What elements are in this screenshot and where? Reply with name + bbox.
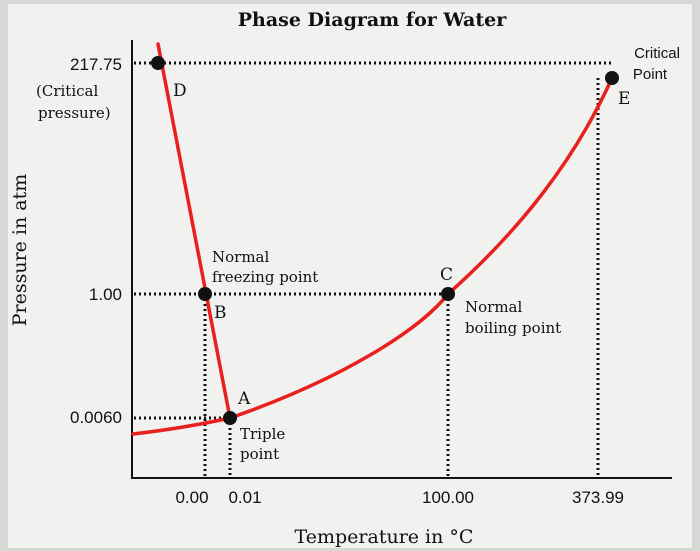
reference-lines bbox=[134, 61, 612, 478]
point-marker-a bbox=[223, 411, 237, 425]
critical-point-annotation: Critical Point bbox=[633, 45, 680, 83]
point-markers bbox=[151, 56, 619, 425]
point-label-a: A bbox=[237, 389, 251, 409]
x-tick-labels: 0.00 0.01 100.00 373.99 bbox=[175, 488, 624, 507]
critical-pressure-note: (Critical pressure) bbox=[36, 82, 111, 122]
melting-curve bbox=[156, 42, 232, 420]
y-tick-label: 0.0060 bbox=[70, 408, 122, 427]
y-tick-label: 1.00 bbox=[89, 285, 122, 304]
point-letters: D B A C E bbox=[173, 81, 630, 409]
point-marker-e bbox=[605, 71, 619, 85]
annotation-critical-line: Point bbox=[633, 66, 668, 83]
annotation-boiling-line: boiling point bbox=[465, 319, 561, 337]
annotation-freezing-line: Normal bbox=[212, 248, 269, 266]
point-label-d: D bbox=[173, 81, 187, 101]
point-annotations: Normal freezing point Triple point Norma… bbox=[212, 248, 561, 463]
point-marker-d bbox=[151, 56, 165, 70]
x-tick-label: 100.00 bbox=[422, 488, 474, 507]
annotation-critical-line: Critical bbox=[634, 45, 680, 62]
annotation-triple-line: point bbox=[240, 445, 279, 463]
critical-pressure-note-line: (Critical bbox=[36, 82, 98, 100]
y-axis-title: Pressure in atm bbox=[9, 174, 31, 327]
point-marker-b bbox=[198, 287, 212, 301]
y-tick-labels: 217.75 1.00 0.0060 bbox=[70, 55, 122, 427]
point-label-b: B bbox=[214, 303, 227, 323]
annotation-boiling-line: Normal bbox=[465, 298, 522, 316]
point-label-c: C bbox=[440, 265, 453, 285]
sublimation-curve bbox=[131, 416, 232, 436]
point-label-e: E bbox=[618, 89, 630, 109]
x-tick-label: 0.00 bbox=[175, 488, 208, 507]
chart-title: Phase Diagram for Water bbox=[238, 9, 507, 31]
y-tick-label: 217.75 bbox=[70, 55, 122, 74]
critical-pressure-note-line: pressure) bbox=[38, 104, 111, 122]
x-tick-label: 0.01 bbox=[228, 488, 261, 507]
x-axis-title: Temperature in °C bbox=[295, 526, 474, 548]
figure-background bbox=[8, 4, 692, 548]
point-marker-c bbox=[441, 287, 455, 301]
annotation-freezing-line: freezing point bbox=[212, 268, 318, 286]
x-tick-label: 373.99 bbox=[572, 488, 624, 507]
annotation-triple-line: Triple bbox=[240, 425, 285, 443]
